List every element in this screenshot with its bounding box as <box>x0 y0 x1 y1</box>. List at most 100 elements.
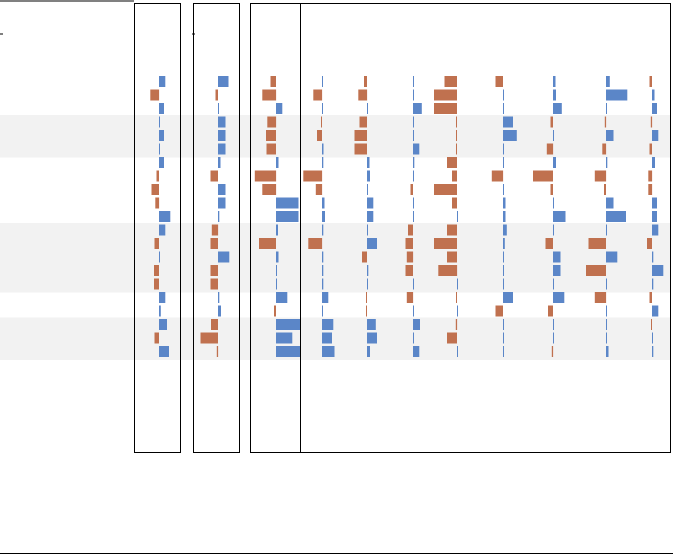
bar-p7-r4 <box>456 116 457 128</box>
bar-p6-r15 <box>405 265 413 276</box>
bar-p7-r14 <box>447 251 457 263</box>
bar-p6-r6 <box>413 143 420 155</box>
bar-p5-r18 <box>366 305 367 317</box>
bar-p2-r16 <box>210 278 218 290</box>
bar-p4-r5 <box>317 130 322 141</box>
bar-p6-r5 <box>413 130 414 141</box>
bar-p6-r21 <box>413 346 420 357</box>
bar-p4-r9 <box>315 184 323 195</box>
bar-p7-r9 <box>434 184 457 195</box>
bar-p11-r1 <box>649 76 652 87</box>
bar-p5-r4 <box>359 116 367 128</box>
bar-p11-r11 <box>652 211 657 222</box>
bar-p3-r21 <box>276 346 301 357</box>
bar-p8-r15 <box>503 265 504 276</box>
bar-p3-r13 <box>259 238 276 249</box>
bar-p2-r8 <box>210 170 218 182</box>
bar-p3-r5 <box>266 130 276 141</box>
bar-p7-r2 <box>434 89 457 101</box>
bar-p3-r14 <box>276 251 279 263</box>
bar-p3-r4 <box>267 116 277 128</box>
bar-p11-r20 <box>652 332 653 344</box>
bar-p4-r3 <box>322 103 323 114</box>
bar-p2-r14 <box>218 251 230 263</box>
bar-p10-r1 <box>606 76 610 87</box>
bar-p11-r21 <box>652 346 654 357</box>
bar-p8-r20 <box>503 332 504 344</box>
bar-p1-r9 <box>151 184 159 195</box>
bar-p9-r16 <box>553 278 554 290</box>
bar-p2-r15 <box>210 265 218 276</box>
bar-p8-r8 <box>491 170 504 182</box>
bar-p9-r13 <box>545 238 553 249</box>
bar-p5-r12 <box>367 224 368 236</box>
bar-p2-r5 <box>218 130 226 141</box>
bar-p5-r10 <box>367 197 374 209</box>
bar-p6-r7 <box>413 157 415 168</box>
bar-p11-r7 <box>652 157 655 168</box>
bar-p9-r21 <box>551 346 554 357</box>
bar-p8-r17 <box>503 292 513 303</box>
bar-p7-r7 <box>447 157 457 168</box>
bar-p5-r7 <box>367 157 370 168</box>
bar-p5-r20 <box>367 332 377 344</box>
bar-p6-r3 <box>413 103 422 114</box>
bar-p3-r11 <box>276 211 299 222</box>
bar-p3-r2 <box>262 89 277 101</box>
bar-p11-r19 <box>651 319 652 330</box>
bar-p1-r17 <box>159 292 166 303</box>
bar-p4-r7 <box>322 157 324 168</box>
bar-p7-r18 <box>457 305 458 317</box>
bar-p1-r10 <box>155 197 160 209</box>
bar-p3-r8 <box>254 170 277 182</box>
bar-p9-r12 <box>553 224 554 236</box>
bar-p9-r7 <box>553 157 556 168</box>
bar-p10-r4 <box>604 116 607 128</box>
bar-p10-r3 <box>606 103 607 114</box>
bar-p10-r9 <box>604 184 606 195</box>
bar-p11-r15 <box>652 265 664 276</box>
bar-p1-r2 <box>150 89 160 101</box>
bar-p11-r3 <box>652 103 657 114</box>
bar-p10-r20 <box>606 332 607 344</box>
bar-p3-r12 <box>276 224 278 236</box>
bar-p10-r15 <box>586 265 606 276</box>
bar-p6-r2 <box>413 89 414 101</box>
bar-p2-r9 <box>218 184 226 195</box>
bar-p9-r6 <box>546 143 554 155</box>
bar-p6-r1 <box>413 76 414 87</box>
bar-p9-r5 <box>553 130 554 141</box>
bar-p8-r21 <box>503 346 504 357</box>
bar-p5-r11 <box>367 211 374 222</box>
bar-p5-r1 <box>364 76 367 87</box>
bar-p4-r2 <box>313 89 323 101</box>
bar-p6-r20 <box>413 332 414 344</box>
bar-p5-r17 <box>366 292 367 303</box>
bar-p1-r20 <box>154 332 159 344</box>
bar-p10-r8 <box>594 170 607 182</box>
bar-p2-r13 <box>210 238 218 249</box>
bar-p3-r10 <box>276 197 299 209</box>
bar-p4-r20 <box>322 332 332 344</box>
bar-p8-r10 <box>503 197 506 209</box>
bar-p3-r15 <box>276 265 277 276</box>
bar-p8-r18 <box>495 305 503 317</box>
bar-p3-r3 <box>276 103 283 114</box>
bar-p6-r19 <box>413 319 420 330</box>
bar-p8-r5 <box>503 130 517 141</box>
bar-p8-r14 <box>503 251 504 263</box>
bar-p7-r15 <box>438 265 458 276</box>
bar-p1-r12 <box>159 224 166 236</box>
bar-p8-r11 <box>503 211 506 222</box>
bar-p6-r11 <box>413 211 414 222</box>
bar-p11-r14 <box>652 251 654 263</box>
bar-p8-r12 <box>503 224 507 236</box>
bar-p7-r1 <box>444 76 457 87</box>
bar-p2-r3 <box>218 103 219 114</box>
bar-p3-r9 <box>262 184 277 195</box>
panel-frame-3 <box>250 3 671 453</box>
bar-p1-r5 <box>159 130 164 141</box>
bar-p1-r4 <box>159 116 160 128</box>
bar-p6-r10 <box>413 197 414 209</box>
bar-p2-r7 <box>218 157 221 168</box>
